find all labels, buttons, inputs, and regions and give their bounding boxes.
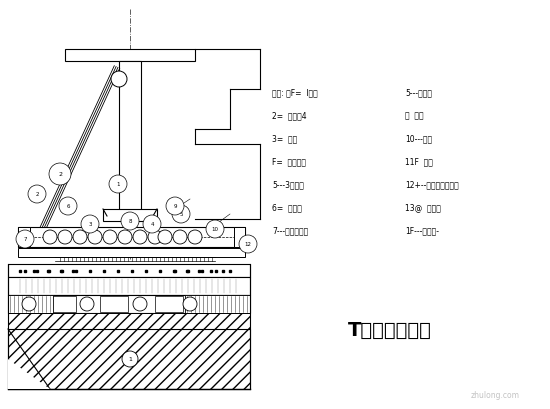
Bar — [8, 295, 53, 313]
Text: 8: 8 — [128, 219, 132, 224]
Circle shape — [122, 351, 138, 367]
Circle shape — [158, 230, 172, 245]
Text: 10---六机: 10---六机 — [405, 134, 432, 143]
Polygon shape — [8, 329, 50, 389]
Text: F=  负深钢框: F= 负深钢框 — [272, 157, 306, 166]
Bar — [18, 248, 245, 257]
Circle shape — [80, 297, 94, 311]
Text: 3: 3 — [88, 222, 92, 227]
Bar — [100, 296, 128, 312]
Circle shape — [121, 213, 139, 230]
Text: 7: 7 — [23, 237, 27, 242]
Text: 1F---字列牛-: 1F---字列牛- — [405, 226, 439, 235]
Text: 1: 1 — [116, 182, 120, 187]
Text: 12+--沿上、当接黑位: 12+--沿上、当接黑位 — [405, 180, 459, 189]
Bar — [103, 209, 157, 221]
Circle shape — [172, 205, 190, 223]
Circle shape — [173, 230, 187, 245]
Text: 12: 12 — [245, 242, 251, 247]
Bar — [65, 50, 195, 62]
Circle shape — [183, 297, 197, 311]
Circle shape — [109, 175, 127, 193]
Circle shape — [43, 230, 57, 245]
Bar — [8, 264, 250, 277]
Circle shape — [166, 198, 184, 216]
Text: 11F  枯板: 11F 枯板 — [405, 157, 433, 166]
Text: 5---纠湿生: 5---纠湿生 — [405, 88, 432, 97]
Bar — [205, 296, 233, 312]
Circle shape — [111, 72, 127, 88]
Bar — [48, 296, 76, 312]
Circle shape — [206, 220, 224, 238]
Text: 2: 2 — [58, 172, 62, 177]
Circle shape — [118, 230, 132, 245]
Bar — [18, 227, 30, 247]
Text: 1: 1 — [128, 357, 132, 362]
Text: 4: 4 — [150, 222, 154, 227]
Circle shape — [49, 164, 71, 186]
Text: 10: 10 — [212, 227, 218, 232]
Text: 13@  刻处少: 13@ 刻处少 — [405, 203, 441, 212]
Circle shape — [143, 216, 161, 234]
Bar — [185, 295, 250, 313]
Text: 2: 2 — [35, 192, 39, 197]
Circle shape — [81, 216, 99, 234]
Circle shape — [103, 230, 117, 245]
Circle shape — [239, 236, 257, 254]
Circle shape — [16, 230, 34, 248]
Circle shape — [59, 198, 77, 216]
Text: 3=  压梁: 3= 压梁 — [272, 134, 297, 143]
Circle shape — [73, 230, 87, 245]
Circle shape — [28, 186, 46, 204]
Circle shape — [88, 230, 102, 245]
Circle shape — [22, 297, 36, 311]
Text: 5---3顶着打: 5---3顶着打 — [272, 180, 304, 189]
Circle shape — [133, 297, 147, 311]
Text: 7---阶深六六板: 7---阶深六六板 — [272, 226, 308, 235]
Bar — [18, 227, 245, 247]
Bar — [119, 62, 141, 216]
Bar — [8, 329, 250, 389]
Text: 2=  支出架4: 2= 支出架4 — [272, 111, 307, 120]
Bar — [234, 227, 245, 247]
Circle shape — [58, 230, 72, 245]
Text: 9: 9 — [173, 204, 177, 209]
Text: 甲  滑坡: 甲 滑坡 — [405, 111, 424, 120]
Bar — [8, 277, 250, 295]
Text: 6: 6 — [66, 204, 70, 209]
Bar — [8, 313, 250, 329]
Bar — [15, 296, 43, 312]
Text: 说明: 壹F=  I梁架: 说明: 壹F= I梁架 — [272, 88, 318, 97]
Text: 5: 5 — [179, 212, 183, 217]
Bar — [8, 295, 250, 313]
Circle shape — [148, 230, 162, 245]
Text: 6=  方元长: 6= 方元长 — [272, 203, 302, 212]
Circle shape — [133, 230, 147, 245]
Circle shape — [188, 230, 202, 245]
Text: T梁快移装置图: T梁快移装置图 — [348, 320, 432, 339]
Text: zhulong.com: zhulong.com — [471, 390, 520, 399]
Bar — [155, 296, 183, 312]
